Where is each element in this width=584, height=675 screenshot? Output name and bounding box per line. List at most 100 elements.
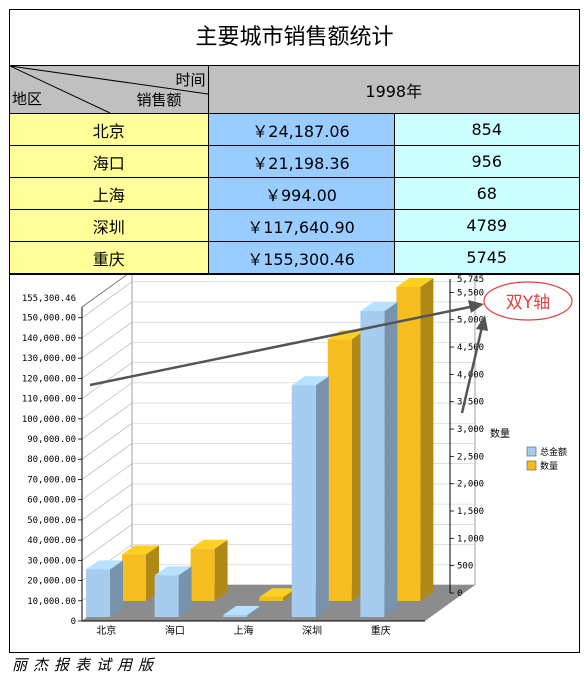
gridline-side: [81, 402, 133, 440]
quantity-cell: 4789: [393, 209, 580, 242]
bar-amount-2-top: [223, 606, 261, 616]
left-axis-tick-label: 100,000.00: [22, 415, 76, 425]
chart-area: 0 10,000.00 20,000.00 30,000.00 40,000.00 50,…: [10, 270, 579, 652]
bar-quantity-2-front: [259, 597, 284, 601]
table-row: 重庆 ￥155,300.46 5745: [10, 241, 580, 274]
annotation-arrowhead-right: [476, 315, 488, 331]
bar-amount-4: [360, 302, 398, 617]
bar-quantity-3: [327, 330, 365, 601]
right-axis-tick-label: 1,000: [457, 534, 484, 544]
bar-amount-0-top: [86, 560, 123, 570]
annotation-text: 双Y轴: [506, 293, 550, 313]
left-axis-tick-label: 50,000.00: [27, 516, 76, 526]
annotation-ellipse: [483, 281, 573, 321]
table-row: 上海 ￥994.00 68: [10, 177, 580, 210]
right-axis-tick-label: 500: [457, 562, 473, 572]
amount-cell: ￥21,198.36: [207, 145, 395, 178]
bar-amount-3-front: [291, 385, 316, 617]
right-axis-tick-label: 3,000: [457, 425, 484, 435]
sales-header-label: 销售额: [136, 91, 182, 109]
x-axis-tick-label: 深圳: [302, 625, 322, 637]
bar-amount-3-side: [315, 376, 329, 617]
bar-quantity-1-top: [190, 539, 228, 549]
bar-quantity-4-top: [396, 278, 434, 287]
legend-label-amount: 总金额: [540, 446, 567, 458]
city-cell: 深圳: [10, 209, 209, 242]
bar-amount-0: [86, 560, 123, 617]
city-cell: 上海: [10, 177, 209, 210]
legend-label-quantity: 数量: [540, 460, 558, 472]
x-axis-tick-label: 重庆: [371, 624, 391, 637]
city-cell: 海口: [10, 145, 209, 178]
bar-amount-2: [223, 606, 261, 617]
bar-amount-1-front: [154, 575, 179, 617]
city-cell: 重庆: [10, 241, 209, 274]
right-axis-tick-label: 3,500: [457, 398, 484, 408]
bar-quantity-1: [190, 539, 228, 601]
left-axis-tick-label: 140,000.00: [22, 334, 76, 344]
table-row: 北京 ￥24,187.06 854: [10, 113, 580, 146]
dual-axis-bar-chart: 0 10,000.00 20,000.00 30,000.00 40,000.00 50,…: [22, 270, 573, 637]
bar-amount-2-front: [223, 615, 248, 617]
year-header: 1998年: [207, 66, 580, 114]
quantity-cell: 68: [393, 177, 580, 210]
side-wall-top-edge: [81, 270, 133, 308]
annotation-arrow-left: [89, 305, 471, 387]
bar-amount-4-top: [360, 302, 398, 311]
left-axis-tick-label: 60,000.00: [27, 496, 76, 506]
left-axis-max-label: 155,300.46: [22, 294, 76, 304]
gridline-side: [81, 423, 133, 460]
left-axis-tick-label: 30,000.00: [27, 556, 76, 566]
right-axis-tick-label: 5,500: [457, 288, 484, 298]
left-axis-tick-label: 120,000.00: [22, 374, 76, 384]
left-axis-tick-label: 130,000.00: [22, 354, 76, 364]
sales-report: 主要城市销售额统计 时间 地区 销售额 1998年 北京 ￥24,187.06 …: [9, 9, 580, 653]
gridline-side: [81, 281, 133, 318]
table-row: 海口 ￥21,198.36 956: [10, 145, 580, 178]
gridline-side: [81, 503, 133, 541]
bar-amount-4-front: [360, 311, 385, 617]
gridline-side: [81, 463, 133, 500]
legend-swatch-quantity: [526, 460, 537, 471]
bar-quantity-0-top: [122, 545, 159, 555]
annotation-arrow-right: [460, 326, 484, 414]
x-axis-tick-label: 海口: [165, 624, 185, 637]
bar-quantity-1-side: [214, 539, 228, 601]
bar-quantity-3-top: [327, 330, 365, 340]
report-title: 主要城市销售额统计: [10, 10, 579, 66]
left-axis-tick-label: 10,000.00: [27, 597, 76, 607]
gridline-side: [81, 382, 133, 420]
left-axis-tick-label: 80,000.00: [27, 455, 76, 465]
right-axis-tick-label: 5,000: [457, 316, 484, 326]
annotation-arrowhead-left: [468, 300, 484, 313]
quantity-cell: 956: [393, 145, 580, 178]
bar-amount-3-top: [291, 376, 329, 386]
bar-amount-0-front: [86, 569, 110, 617]
x-axis-tick-label: 北京: [96, 624, 116, 637]
bar-amount-1-top: [154, 566, 192, 576]
bar-quantity-3-front: [327, 339, 352, 601]
quantity-cell: 5745: [393, 241, 580, 274]
table-row: 深圳 ￥117,640.90 4789: [10, 209, 580, 242]
gridline-side: [81, 443, 133, 480]
quantity-cell: 854: [393, 113, 580, 146]
time-header-label: 时间: [175, 71, 206, 89]
bar-amount-1: [154, 566, 192, 617]
left-axis-tick-label: 150,000.00: [22, 314, 76, 324]
table-header-row: 时间 地区 销售额 1998年: [10, 66, 580, 114]
right-axis-max-label: 5,745: [457, 275, 484, 285]
gridline-side: [81, 483, 133, 521]
region-header-label: 地区: [12, 90, 43, 108]
gridline-side: [81, 321, 133, 359]
x-axis-tick-label: 上海: [234, 624, 254, 637]
left-axis-tick-label: 110,000.00: [22, 395, 76, 405]
amount-cell: ￥155,300.46: [207, 241, 395, 274]
amount-cell: ￥24,187.06: [207, 113, 395, 146]
gridline-side: [81, 301, 133, 339]
diagonal-header-cell: 时间 地区 销售额: [10, 66, 209, 114]
right-axis-tick-label: 2,000: [457, 480, 484, 490]
legend-swatch-amount: [526, 446, 537, 457]
left-axis-tick-label: 20,000.00: [27, 577, 76, 587]
bar-quantity-2-top: [259, 588, 297, 598]
right-axis-tick-label: 4,500: [457, 343, 484, 353]
